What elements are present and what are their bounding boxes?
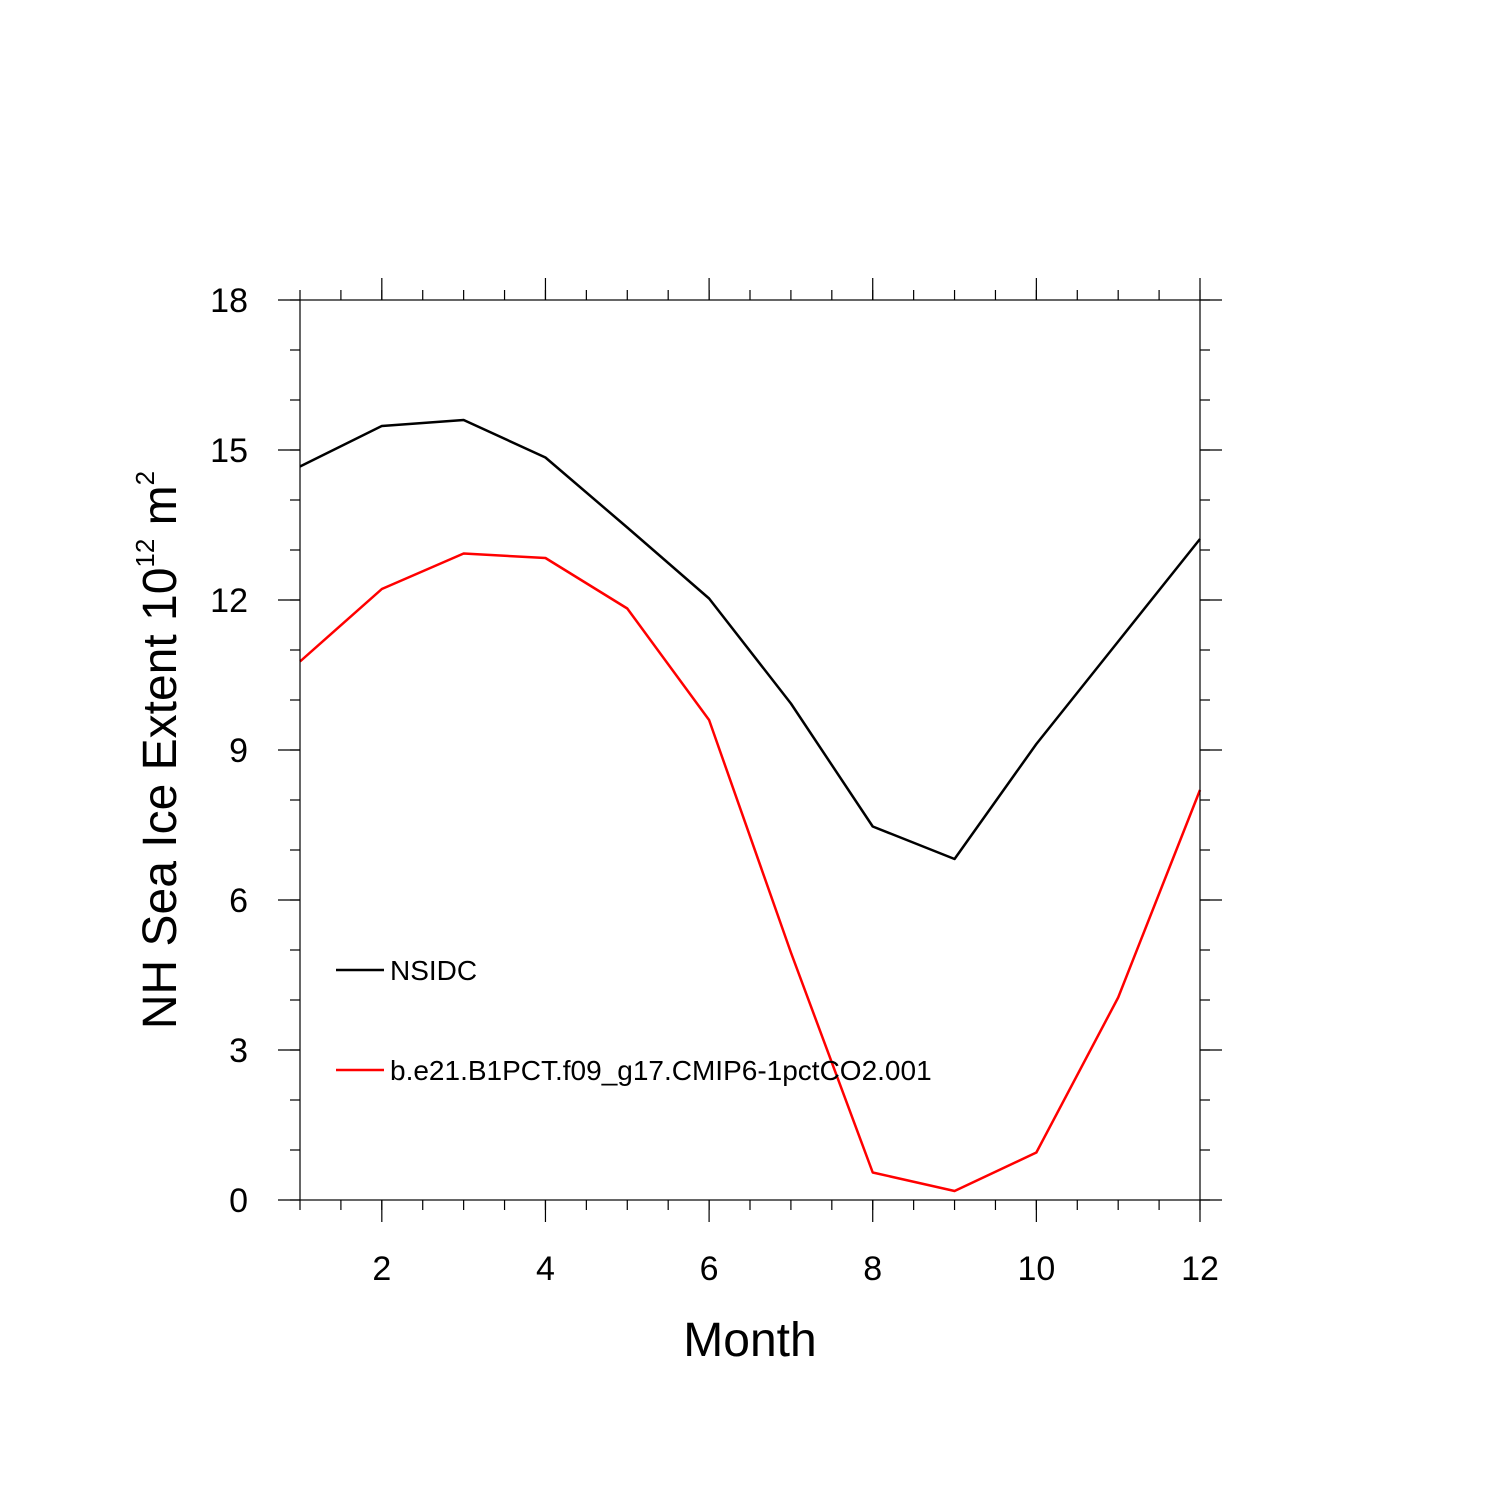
legend-label-nsidc: NSIDC	[390, 955, 477, 986]
tick-labels: 2 4 6 8 10 12 0 3 6 9 12 15 18	[210, 282, 1219, 1288]
y-tick-label: 3	[229, 1032, 248, 1070]
x-tick-label: 8	[863, 1250, 882, 1288]
x-tick-label: 10	[1017, 1250, 1055, 1288]
y-axis-title: NH Sea Ice Extent 1012 m2	[130, 471, 187, 1029]
x-axis-title: Month	[683, 1314, 816, 1367]
legend-label-model: b.e21.B1PCT.f09_g17.CMIP6-1pctCO2.001	[390, 1055, 932, 1086]
series-lines	[299, 418, 1202, 1193]
series-line-model	[299, 552, 1202, 1193]
legend: NSIDC b.e21.B1PCT.f09_g17.CMIP6-1pctCO2.…	[336, 955, 932, 1086]
y-tick-label: 6	[229, 882, 248, 920]
series-line-nsidc	[299, 418, 1201, 861]
y-tick-label: 18	[210, 282, 248, 320]
x-tick-label: 2	[372, 1250, 391, 1288]
y-tick-label: 12	[210, 582, 248, 620]
y-tick-label: 9	[229, 732, 248, 770]
y-tick-label: 0	[229, 1182, 248, 1220]
plot-frame	[299, 299, 1201, 1201]
x-tick-label: 6	[700, 1250, 719, 1288]
y-tick-label: 15	[210, 432, 248, 470]
axis-ticks	[278, 278, 1222, 1222]
x-tick-label: 12	[1181, 1250, 1219, 1288]
x-tick-label: 4	[536, 1250, 555, 1288]
